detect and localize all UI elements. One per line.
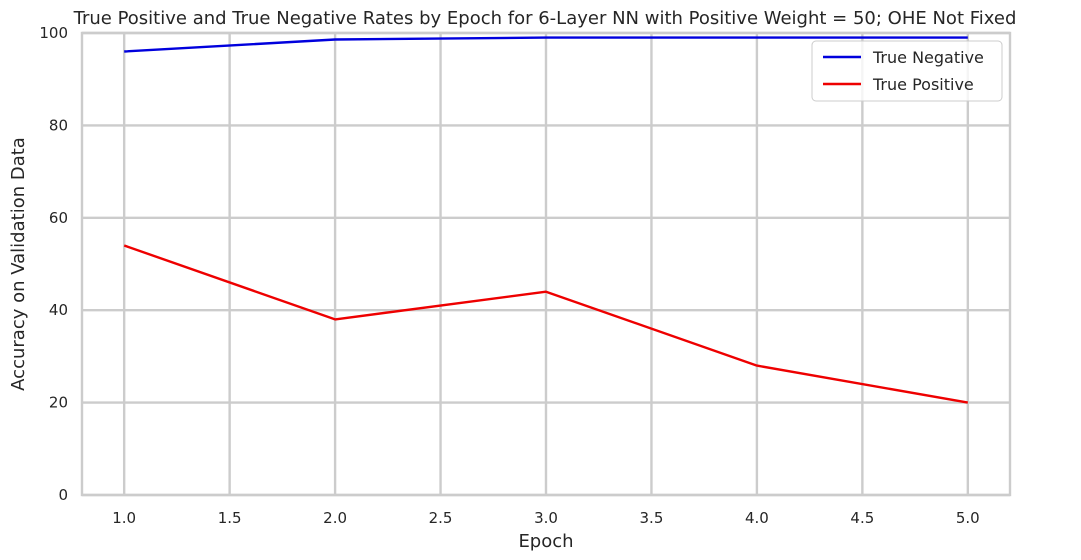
y-tick-label: 40	[49, 301, 68, 319]
legend-label: True Positive	[872, 75, 974, 94]
y-axis-label: Accuracy on Validation Data	[8, 137, 29, 391]
x-tick-label: 4.0	[745, 509, 769, 527]
series-lines	[123, 36, 969, 404]
y-tick-label: 20	[49, 394, 68, 412]
chart-title: True Positive and True Negative Rates by…	[73, 8, 1017, 29]
series-line-true-negative	[124, 36, 968, 53]
x-tick-label: 5.0	[956, 509, 980, 527]
x-tick-label: 1.5	[218, 509, 242, 527]
grid-lines	[82, 31, 1010, 497]
x-tick-label: 3.5	[640, 509, 664, 527]
x-tick-label: 4.5	[850, 509, 874, 527]
plot-frame	[80, 31, 1012, 497]
x-tick-label: 1.0	[112, 509, 136, 527]
legend: True Negative True Positive	[811, 40, 1003, 102]
y-axis-ticks: 0 20 40 60 80 100	[39, 24, 68, 504]
legend-label: True Negative	[872, 48, 984, 67]
x-tick-label: 2.5	[429, 509, 453, 527]
series-line-true-positive	[123, 244, 969, 404]
y-tick-label: 100	[39, 24, 68, 42]
x-axis-ticks: 1.0 1.5 2.0 2.5 3.0 3.5 4.0 4.5 5.0	[112, 509, 979, 527]
y-tick-label: 60	[49, 209, 68, 227]
x-tick-label: 3.0	[534, 509, 558, 527]
y-tick-label: 80	[49, 116, 68, 134]
x-axis-label: Epoch	[518, 531, 573, 552]
y-tick-label: 0	[58, 486, 68, 504]
x-tick-label: 2.0	[323, 509, 347, 527]
